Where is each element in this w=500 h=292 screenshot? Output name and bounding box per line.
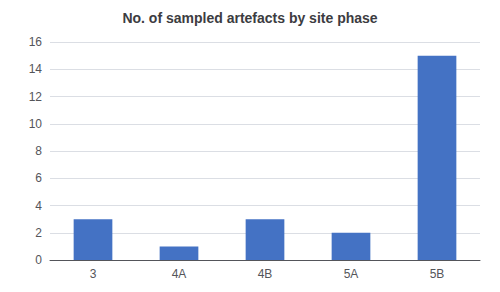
- svg-text:14: 14: [29, 62, 43, 76]
- svg-text:16: 16: [29, 35, 43, 49]
- svg-text:4B: 4B: [258, 267, 273, 281]
- svg-text:4A: 4A: [172, 267, 187, 281]
- svg-text:10: 10: [29, 117, 43, 131]
- svg-text:2: 2: [35, 226, 42, 240]
- svg-text:3: 3: [90, 267, 97, 281]
- svg-text:No. of sampled artefacts by si: No. of sampled artefacts by site phase: [122, 10, 377, 26]
- svg-text:0: 0: [35, 253, 42, 267]
- svg-text:8: 8: [35, 144, 42, 158]
- svg-text:6: 6: [35, 171, 42, 185]
- svg-text:5B: 5B: [430, 267, 445, 281]
- svg-text:4: 4: [35, 199, 42, 213]
- svg-text:12: 12: [29, 90, 43, 104]
- svg-text:5A: 5A: [344, 267, 359, 281]
